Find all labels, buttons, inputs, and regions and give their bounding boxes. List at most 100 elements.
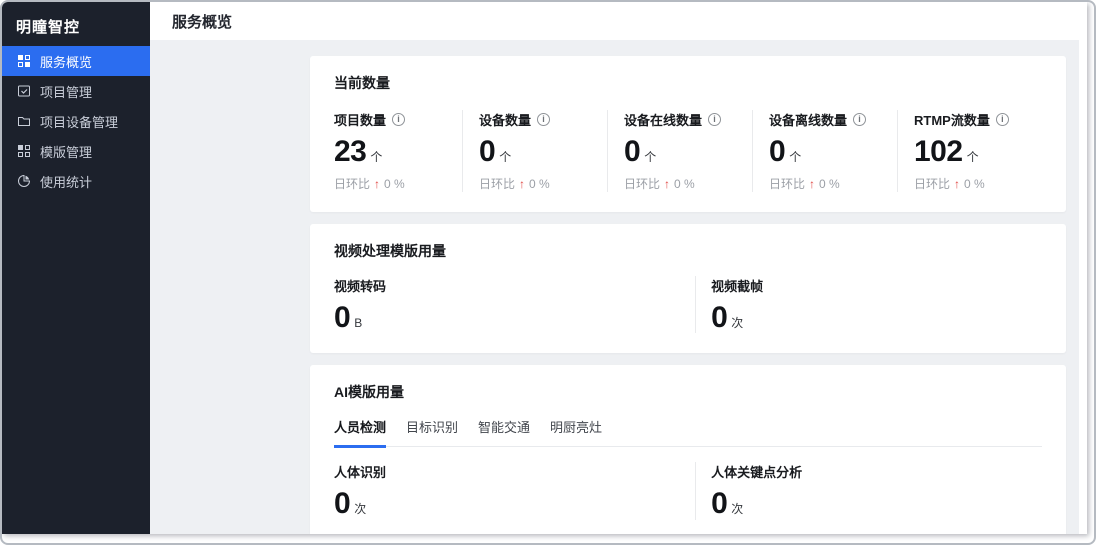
stat-number: 0 (769, 135, 786, 168)
trend-value: 0 % (384, 176, 405, 191)
trend-value: 0 % (819, 176, 840, 191)
stat-trend: 日环比 ↑ 0 % (624, 175, 752, 192)
ai-usage-tabs: 人员检测 目标识别 智能交通 明厨亮灶 (334, 417, 1042, 448)
stat-label: 视频截帧 (711, 278, 764, 294)
stat-value: 0 次 (711, 301, 1042, 334)
trend-value: 0 % (529, 176, 550, 191)
stat-label: 设备在线数量 (624, 113, 703, 128)
stat-rtmp-stream-count: RTMP流数量 i 102 个 日环比 ↑ 0 % (897, 110, 1042, 192)
trend-up-arrow-icon: ↑ (664, 176, 671, 191)
stat-trend: 日环比 ↑ 0 % (769, 175, 897, 192)
sidebar-item-usage-statistics[interactable]: 使用统计 (2, 166, 150, 196)
stat-label-row: 设备数量 i (479, 110, 607, 129)
card-current-counts: 当前数量 项目数量 i 23 个 日环比 (310, 56, 1066, 212)
stat-label-row: 项目数量 i (334, 110, 462, 129)
sidebar-item-service-overview[interactable]: 服务概览 (2, 46, 150, 76)
info-icon[interactable]: i (392, 113, 406, 126)
stat-unit: 次 (354, 502, 367, 516)
stat-label-row: 设备离线数量 i (769, 110, 897, 129)
stat-value: 0 次 (711, 488, 1042, 520)
stat-label-row: RTMP流数量 i (914, 110, 1042, 129)
current-counts-row: 项目数量 i 23 个 日环比 ↑ 0 % (334, 110, 1042, 192)
sidebar: 明瞳智控 服务概览 项目管理 (2, 2, 150, 534)
stat-label: 视频转码 (334, 278, 387, 294)
sidebar-item-label: 服务概览 (40, 54, 93, 70)
stat-label: 人体关键点分析 (711, 465, 803, 480)
stat-number: 102 (914, 135, 963, 168)
card-title: 视频处理模版用量 (334, 242, 446, 259)
stat-value: 0 次 (334, 488, 695, 520)
stat-trend: 日环比 ↑ 0 % (914, 175, 1042, 192)
stat-unit: 次 (731, 315, 744, 330)
tab-bright-kitchen[interactable]: 明厨亮灶 (550, 420, 603, 435)
stat-unit: 个 (499, 150, 512, 164)
stat-unit: 个 (966, 150, 979, 164)
stat-project-count: 项目数量 i 23 个 日环比 ↑ 0 % (334, 110, 462, 192)
tab-object-recognition[interactable]: 目标识别 (406, 420, 459, 435)
main-area: 服务概览 当前数量 项目数量 i 23 个 (150, 2, 1087, 534)
pie-chart-icon (17, 174, 31, 188)
stat-device-online-count: 设备在线数量 i 0 个 日环比 ↑ 0 % (607, 110, 752, 192)
stat-number: 0 (624, 135, 641, 168)
stat-trend: 日环比 ↑ 0 % (334, 175, 462, 192)
stat-unit: 个 (644, 150, 657, 164)
sidebar-item-label: 项目设备管理 (40, 114, 119, 130)
card-title: 当前数量 (334, 75, 390, 91)
stat-number: 0 (334, 487, 351, 520)
stat-human-keypoint-analysis: 人体关键点分析 0 次 (695, 462, 1042, 520)
stat-label-row: 人体识别 (334, 462, 695, 481)
trend-label: 日环比 (334, 176, 371, 191)
sidebar-item-template-management[interactable]: 模版管理 (2, 136, 150, 166)
info-icon[interactable]: i (853, 113, 867, 126)
tab-smart-traffic[interactable]: 智能交通 (478, 420, 531, 435)
brand-logo: 明瞳智控 (16, 19, 81, 36)
stat-unit: 次 (731, 502, 744, 516)
app-window: 明瞳智控 服务概览 项目管理 (2, 2, 1087, 534)
trend-up-arrow-icon: ↑ (519, 176, 526, 191)
card-ai-template-usage: AI模版用量 人员检测 目标识别 智能交通 明厨亮灶 人体识别 (310, 365, 1066, 534)
stat-label: RTMP流数量 (914, 113, 990, 128)
card-title: AI模版用量 (334, 384, 404, 400)
stat-label-row: 视频转码 (334, 276, 695, 295)
info-icon[interactable]: i (537, 113, 551, 126)
page-header: 服务概览 (150, 2, 1087, 40)
trend-up-arrow-icon: ↑ (954, 176, 961, 191)
trend-label: 日环比 (914, 176, 951, 191)
trend-label: 日环比 (624, 176, 661, 191)
stat-value: 0 B (334, 301, 695, 334)
trend-up-arrow-icon: ↑ (809, 176, 816, 191)
stat-value: 0 个 (479, 136, 607, 168)
stat-device-offline-count: 设备离线数量 i 0 个 日环比 ↑ 0 % (752, 110, 897, 192)
stat-number: 0 (479, 135, 496, 168)
sidebar-nav: 服务概览 项目管理 项目设备管理 (2, 46, 150, 196)
stat-number: 23 (334, 135, 367, 168)
stat-value: 0 个 (769, 136, 897, 168)
template-icon (17, 144, 31, 158)
folder-icon (17, 114, 31, 128)
stat-label-row: 人体关键点分析 (711, 462, 1042, 481)
project-check-icon (17, 84, 31, 98)
vertical-scrollbar-track[interactable] (1079, 40, 1087, 534)
trend-label: 日环比 (479, 176, 516, 191)
sidebar-item-label: 使用统计 (40, 174, 93, 190)
trend-value: 0 % (674, 176, 695, 191)
info-icon[interactable]: i (708, 113, 722, 126)
stat-unit: B (354, 315, 363, 330)
page-title: 服务概览 (172, 13, 233, 31)
sidebar-item-label: 模版管理 (40, 144, 93, 160)
stat-number: 0 (711, 487, 728, 520)
stat-unit: 个 (789, 150, 802, 164)
stat-label: 设备数量 (479, 113, 532, 128)
stat-value: 23 个 (334, 136, 462, 168)
ai-usage-row: 人体识别 0 次 人体关键点分析 0 (334, 462, 1042, 520)
info-icon[interactable]: i (995, 113, 1009, 126)
stat-label: 人体识别 (334, 465, 387, 480)
tab-person-detection[interactable]: 人员检测 (334, 417, 387, 448)
video-usage-row: 视频转码 0 B 视频截帧 0 (334, 275, 1042, 334)
sidebar-item-project-management[interactable]: 项目管理 (2, 76, 150, 106)
sidebar-item-project-device-management[interactable]: 项目设备管理 (2, 106, 150, 136)
stat-label: 项目数量 (334, 113, 387, 128)
stat-value: 102 个 (914, 136, 1042, 168)
stat-label-row: 设备在线数量 i (624, 110, 752, 129)
trend-up-arrow-icon: ↑ (374, 176, 381, 191)
